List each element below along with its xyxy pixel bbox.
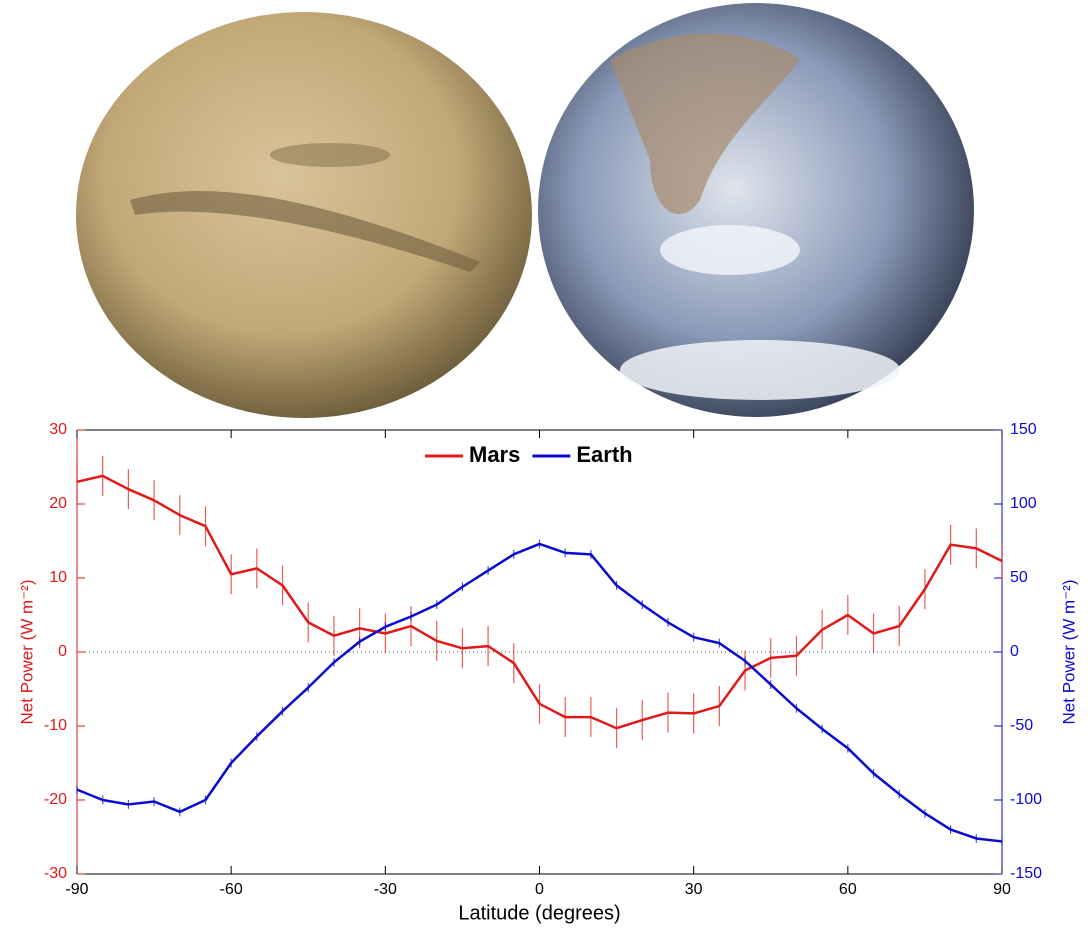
y2-tick-label: -100 [1010,791,1042,808]
series-line [76,542,1003,843]
y2-tick-label: 100 [1010,495,1037,512]
y-tick-label: -20 [44,791,67,808]
earth-image [538,3,974,417]
y2-tick-label: 150 [1010,421,1037,438]
x-tick-label: -90 [65,881,88,898]
y-tick-label: 0 [58,643,67,660]
y-axis-label: Net Power (W m⁻²) [17,580,36,725]
x-axis-label: Latitude (degrees) [458,902,620,924]
y-tick-label: 30 [49,421,67,438]
x-tick-label: 0 [535,881,544,898]
x-tick-label: 60 [839,881,857,898]
y-tick-label: 20 [49,495,67,512]
series-line [76,474,1003,730]
x-tick-label: 30 [685,881,703,898]
y2-tick-label: 50 [1010,569,1028,586]
x-tick-label: 90 [993,881,1011,898]
y2-tick-label: 0 [1010,643,1019,660]
mars-image [76,12,532,418]
y2-tick-label: -50 [1010,717,1033,734]
legend-label: Earth [576,442,632,467]
x-tick-label: -60 [220,881,243,898]
y-tick-label: 10 [49,569,67,586]
y-tick-label: -10 [44,717,67,734]
y-tick-label: -30 [44,865,67,882]
y2-axis-label: Net Power (W m⁻²) [1059,580,1078,725]
y2-tick-label: -150 [1010,865,1042,882]
legend-label: Mars [469,442,520,467]
x-tick-label: -30 [374,881,397,898]
